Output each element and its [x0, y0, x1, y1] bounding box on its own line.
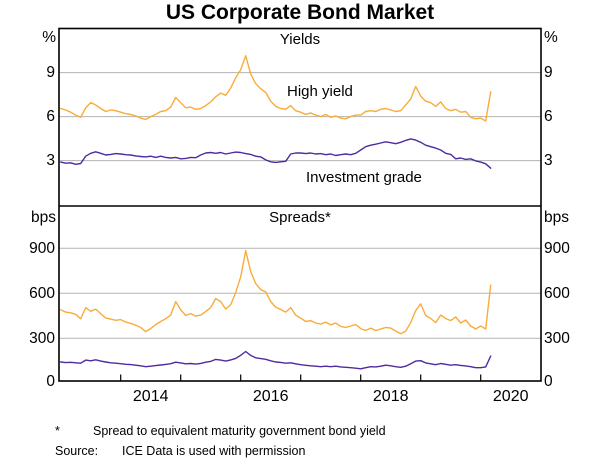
x-year-label: 2016 [252, 388, 289, 405]
bottom-panel-unit-right: bps [544, 209, 569, 226]
top-panel-unit-right: % [544, 29, 558, 46]
y-tick-label-left: 6 [46, 108, 55, 126]
series-path-high-yield-bottom [60, 249, 492, 335]
y-tick-label-right: 3 [544, 152, 553, 170]
series-path-high-yield-top [60, 55, 492, 122]
y-tick-label-left: 600 [29, 284, 55, 302]
y-tick-label-right: 900 [544, 239, 570, 257]
y-tick-label-left: 300 [29, 329, 55, 347]
y-tick-label-right: 300 [544, 329, 570, 347]
top-panel-unit-left: % [42, 29, 56, 46]
series-label-investment-grade: Investment grade [306, 169, 422, 186]
top-panel-title: Yields [279, 31, 321, 48]
y-tick-label-right: 6 [544, 108, 553, 126]
panel-frame [58, 27, 542, 382]
series-path-investment-grade-bottom [60, 350, 492, 370]
footnote-marker: * [55, 424, 60, 438]
y-tick-label-right: 9 [544, 64, 553, 82]
y-tick-label-left: 900 [29, 239, 55, 257]
series-label-high-yield: High yield [287, 83, 353, 100]
y-tick-label-left: 9 [46, 64, 55, 82]
source-label: Source: [55, 444, 99, 458]
series-path-investment-grade-top [60, 138, 492, 169]
y-tick-label-right: 600 [544, 284, 570, 302]
y-tick-label-right: 0 [544, 372, 553, 390]
x-year-label: 2018 [372, 388, 409, 405]
x-year-label: 2020 [492, 388, 529, 405]
bottom-panel-title: Spreads* [269, 209, 331, 226]
x-year-label: 2014 [132, 388, 169, 405]
footnote-text: Spread to equivalent maturity government… [93, 424, 386, 438]
bottom-panel-unit-left: bps [31, 209, 56, 226]
y-tick-label-left: 3 [46, 152, 55, 170]
chart-title: US Corporate Bond Market [165, 1, 435, 24]
y-tick-label-left: 0 [46, 372, 55, 390]
source-text: ICE Data is used with permission [122, 444, 306, 458]
